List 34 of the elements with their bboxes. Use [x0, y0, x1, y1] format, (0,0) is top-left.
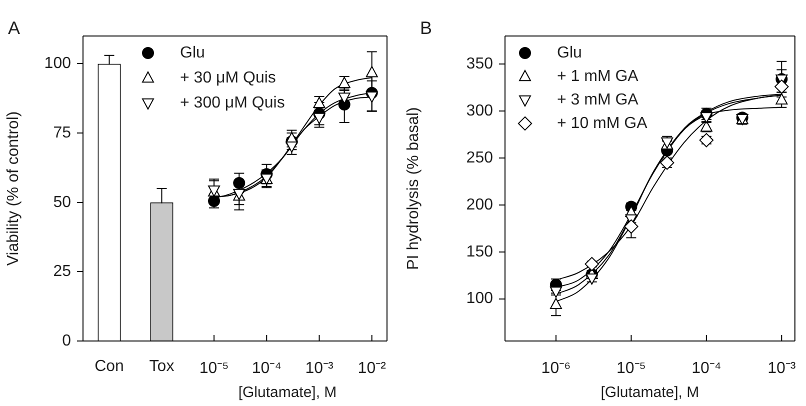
y-tick-label: 100 — [44, 55, 72, 72]
y-tick-label: 250 — [466, 149, 494, 166]
legend-label: + 3 mM GA — [557, 91, 639, 108]
x-tick-label: 10⁻⁴ — [692, 360, 722, 378]
legend-label: Glu — [180, 44, 205, 62]
x-tick-label: 10⁻³ — [305, 360, 334, 378]
chart-title: A — [8, 18, 20, 38]
x-tick-label: 10⁻⁵ — [199, 360, 229, 378]
legend-label: + 10 mM GA — [557, 114, 648, 132]
y-tick-label: 100 — [466, 290, 494, 308]
x-axis-title: [Glutamate], M — [600, 384, 700, 402]
legend-label: Glu — [557, 44, 582, 62]
y-axis-title: Viability (% of control) — [5, 111, 22, 266]
x-tick-label: Con — [94, 358, 124, 376]
y-tick-label: 0 — [62, 332, 72, 350]
legend-label: + 300 μM Quis — [180, 94, 285, 112]
x-tick-label: 10⁻⁶ — [541, 360, 571, 378]
y-tick-label: 300 — [466, 102, 494, 120]
x-tick-label: 10⁻² — [358, 360, 387, 378]
legend-label: + 1 mM GA — [557, 68, 639, 85]
y-tick-label: 150 — [466, 243, 494, 260]
legend-label: + 30 μM Quis — [180, 69, 276, 86]
x-axis-title: [Glutamate], M — [238, 384, 337, 402]
chart-title: B — [420, 18, 432, 38]
y-tick-label: 75 — [53, 124, 72, 142]
x-tick-label: Tox — [149, 358, 174, 376]
y-tick-label: 50 — [53, 194, 72, 211]
x-tick-label: 10⁻⁵ — [616, 360, 646, 378]
y-tick-label: 200 — [466, 196, 494, 214]
y-tick-label: 350 — [466, 56, 494, 73]
x-tick-label: 10⁻⁴ — [252, 360, 282, 378]
x-tick-label: 10⁻³ — [768, 360, 796, 378]
y-tick-label: 25 — [53, 263, 72, 280]
y-axis-title: PI hydrolysis (% basal) — [405, 107, 422, 270]
